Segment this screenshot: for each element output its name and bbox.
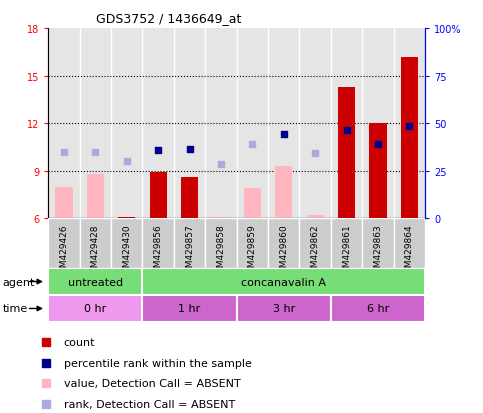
Bar bbox=[48, 29, 80, 219]
Text: GSM429857: GSM429857 bbox=[185, 224, 194, 278]
Bar bbox=[307, 216, 324, 219]
Bar bbox=[142, 295, 237, 322]
Point bbox=[312, 151, 319, 157]
Text: 1 hr: 1 hr bbox=[178, 304, 201, 314]
Bar bbox=[48, 268, 142, 295]
Bar bbox=[331, 295, 425, 322]
Text: rank, Detection Call = ABSENT: rank, Detection Call = ABSENT bbox=[64, 399, 235, 409]
Bar bbox=[80, 219, 111, 268]
Bar bbox=[181, 178, 198, 219]
Point bbox=[249, 141, 256, 148]
Text: GSM429859: GSM429859 bbox=[248, 224, 257, 278]
Text: GSM429862: GSM429862 bbox=[311, 224, 320, 278]
Text: 0 hr: 0 hr bbox=[84, 304, 107, 314]
Point bbox=[123, 159, 130, 165]
Text: GSM429861: GSM429861 bbox=[342, 224, 351, 278]
Bar bbox=[56, 187, 72, 219]
Bar bbox=[142, 268, 425, 295]
Bar bbox=[142, 29, 174, 219]
Bar bbox=[401, 57, 418, 219]
Text: untreated: untreated bbox=[68, 277, 123, 287]
Bar bbox=[174, 219, 205, 268]
Text: value, Detection Call = ABSENT: value, Detection Call = ABSENT bbox=[64, 379, 241, 389]
Point bbox=[374, 141, 382, 148]
Bar bbox=[48, 295, 142, 322]
Point bbox=[406, 124, 413, 131]
Bar bbox=[80, 29, 111, 219]
Bar bbox=[48, 219, 80, 268]
Point bbox=[298, 98, 306, 105]
Point bbox=[155, 147, 162, 154]
Text: time: time bbox=[2, 304, 28, 314]
Bar bbox=[205, 219, 237, 268]
Text: agent: agent bbox=[2, 277, 35, 287]
Bar bbox=[205, 29, 237, 219]
Text: GSM429426: GSM429426 bbox=[59, 224, 69, 278]
Text: GSM429428: GSM429428 bbox=[91, 224, 100, 278]
Text: GSM429864: GSM429864 bbox=[405, 224, 414, 278]
Bar bbox=[237, 29, 268, 219]
Bar bbox=[237, 219, 268, 268]
Text: GSM429430: GSM429430 bbox=[122, 224, 131, 278]
Bar bbox=[362, 219, 394, 268]
Bar bbox=[87, 175, 104, 219]
Point bbox=[92, 149, 99, 156]
Bar bbox=[331, 29, 362, 219]
Bar bbox=[394, 219, 425, 268]
Text: 3 hr: 3 hr bbox=[272, 304, 295, 314]
Bar bbox=[111, 29, 142, 219]
Text: GSM429860: GSM429860 bbox=[279, 224, 288, 278]
Text: GDS3752 / 1436649_at: GDS3752 / 1436649_at bbox=[97, 12, 242, 25]
Bar bbox=[111, 219, 142, 268]
Bar bbox=[174, 29, 205, 219]
Bar bbox=[275, 166, 292, 219]
Text: GSM429856: GSM429856 bbox=[154, 224, 163, 278]
Bar bbox=[369, 124, 386, 219]
Text: percentile rank within the sample: percentile rank within the sample bbox=[64, 358, 252, 368]
Text: GSM429863: GSM429863 bbox=[373, 224, 383, 278]
Bar bbox=[394, 29, 425, 219]
Point bbox=[298, 287, 306, 294]
Bar bbox=[331, 219, 362, 268]
Bar bbox=[118, 217, 135, 219]
Bar bbox=[362, 29, 394, 219]
Text: concanavalin A: concanavalin A bbox=[242, 277, 326, 287]
Point bbox=[217, 162, 225, 169]
Bar bbox=[142, 219, 174, 268]
Bar bbox=[268, 29, 299, 219]
Point bbox=[60, 149, 68, 156]
Point bbox=[343, 127, 351, 133]
Bar bbox=[237, 295, 331, 322]
Point bbox=[186, 146, 194, 152]
Bar bbox=[213, 217, 229, 219]
Bar bbox=[268, 219, 299, 268]
Bar bbox=[244, 189, 261, 219]
Point bbox=[280, 132, 288, 138]
Bar bbox=[150, 173, 167, 219]
Bar bbox=[299, 219, 331, 268]
Bar bbox=[338, 88, 355, 219]
Text: 6 hr: 6 hr bbox=[367, 304, 389, 314]
Text: GSM429858: GSM429858 bbox=[216, 224, 226, 278]
Bar bbox=[299, 29, 331, 219]
Text: count: count bbox=[64, 337, 95, 347]
